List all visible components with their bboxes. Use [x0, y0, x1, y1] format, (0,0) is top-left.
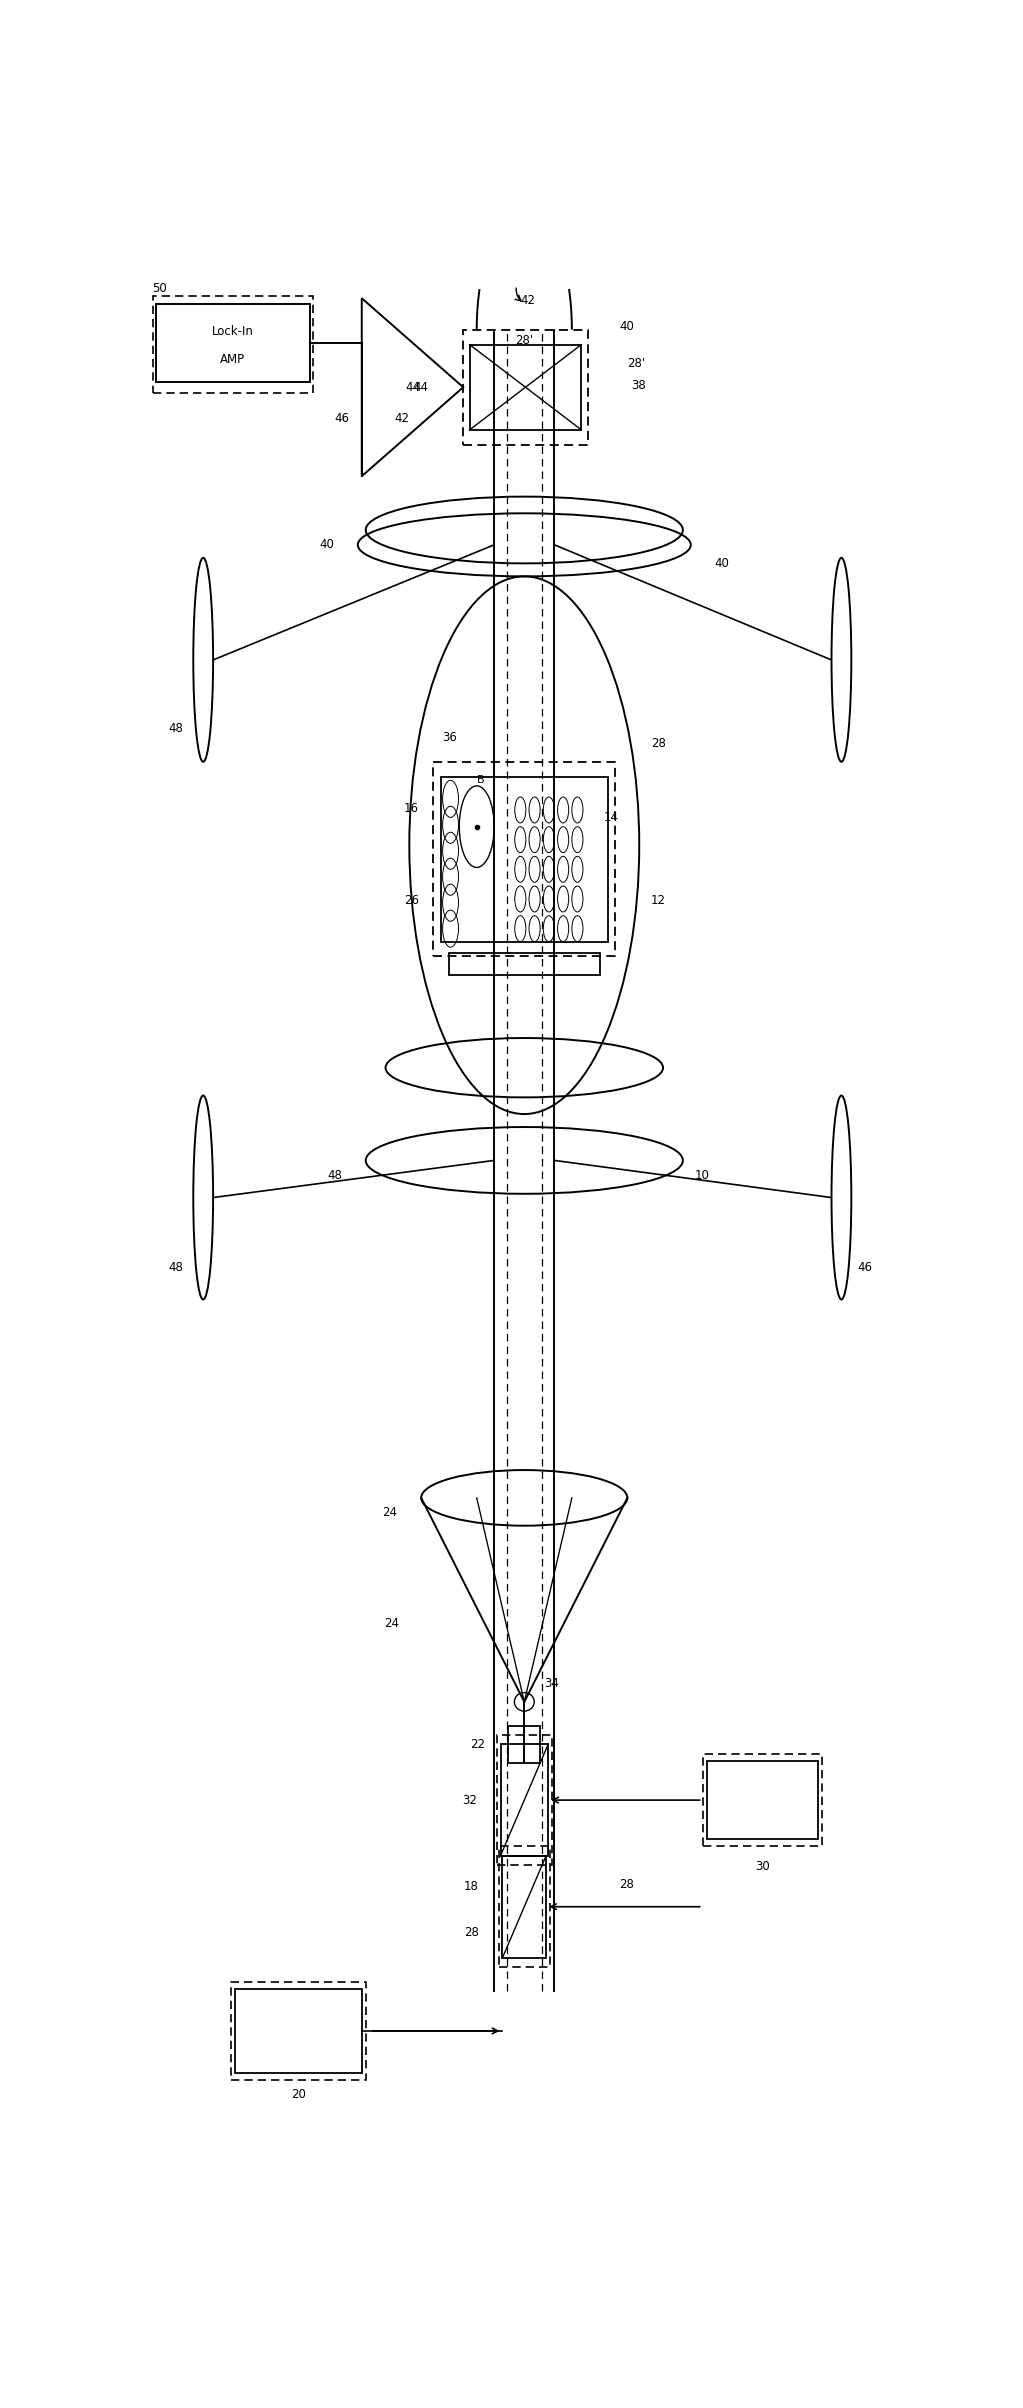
Bar	[433, 761, 616, 956]
Text: 44: 44	[405, 380, 420, 395]
Text: 34: 34	[544, 1676, 559, 1690]
Bar	[707, 1760, 817, 1840]
Bar	[463, 330, 587, 445]
Bar	[441, 778, 608, 942]
Text: 12: 12	[651, 893, 666, 908]
Text: 24: 24	[383, 1507, 397, 1519]
Text: 24: 24	[384, 1618, 399, 1630]
Text: AMP: AMP	[220, 354, 246, 366]
Bar	[496, 1736, 552, 1864]
Bar	[502, 1857, 546, 1958]
Text: 36: 36	[442, 732, 457, 744]
Bar	[235, 1989, 362, 2073]
Text: 42: 42	[394, 412, 409, 426]
Text: 10: 10	[695, 1168, 710, 1182]
Text: 38: 38	[631, 378, 647, 393]
Bar	[155, 303, 310, 383]
Text: 40: 40	[620, 320, 634, 332]
Text: 28: 28	[463, 1926, 479, 1938]
Text: 30: 30	[755, 1861, 769, 1873]
Text: 14: 14	[604, 811, 619, 824]
Text: 48: 48	[327, 1168, 342, 1182]
Text: B: B	[477, 775, 485, 785]
Text: 46: 46	[335, 412, 350, 426]
Text: Lock-In: Lock-In	[212, 325, 254, 337]
Bar	[500, 1743, 548, 1857]
Text: 16: 16	[404, 802, 418, 814]
Bar	[498, 1847, 550, 1967]
Text: 48: 48	[168, 722, 183, 734]
Text: 26: 26	[404, 893, 418, 908]
Text: 40: 40	[319, 539, 333, 551]
Text: 50: 50	[151, 282, 167, 296]
Bar	[449, 954, 599, 975]
Text: 44: 44	[413, 380, 428, 395]
Bar	[231, 1982, 366, 2081]
Text: 48: 48	[168, 1262, 183, 1274]
Text: 22: 22	[470, 1739, 485, 1751]
Bar	[508, 1727, 540, 1763]
Bar	[470, 344, 581, 431]
Text: 28': 28'	[627, 356, 646, 368]
Text: 46: 46	[857, 1262, 873, 1274]
Text: 18: 18	[463, 1881, 479, 1893]
Text: 28: 28	[651, 737, 666, 749]
Bar	[703, 1753, 821, 1847]
Text: 28': 28'	[516, 335, 533, 347]
Text: 40: 40	[714, 556, 729, 571]
Text: 42: 42	[521, 294, 536, 306]
Bar	[153, 296, 313, 393]
Text: 28: 28	[619, 1878, 634, 1890]
Text: 20: 20	[291, 2088, 306, 2102]
Text: 32: 32	[461, 1794, 477, 1806]
